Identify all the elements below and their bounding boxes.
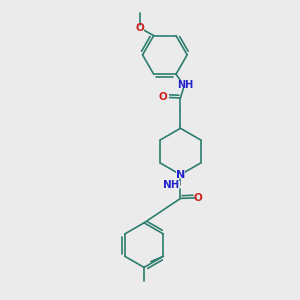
Bar [162,94,169,101]
Bar [168,181,180,189]
Bar [178,81,191,88]
Bar [137,25,144,32]
Text: N: N [176,170,185,180]
Bar [176,170,184,179]
Text: NH: NH [177,80,193,90]
Text: H: H [170,180,178,190]
Text: O: O [194,193,203,203]
Text: N: N [163,180,172,190]
Text: O: O [158,92,167,102]
Bar [195,194,202,201]
Text: O: O [136,23,145,33]
